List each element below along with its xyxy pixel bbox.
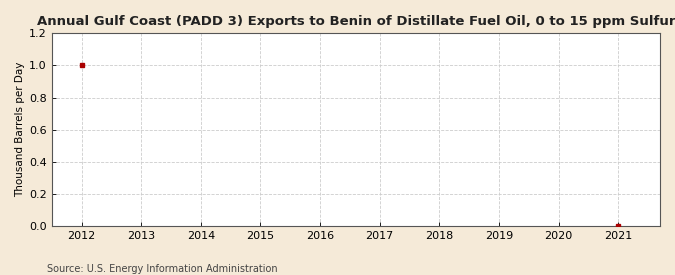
Text: Source: U.S. Energy Information Administration: Source: U.S. Energy Information Administ… <box>47 264 278 274</box>
Title: Annual Gulf Coast (PADD 3) Exports to Benin of Distillate Fuel Oil, 0 to 15 ppm : Annual Gulf Coast (PADD 3) Exports to Be… <box>36 15 675 28</box>
Y-axis label: Thousand Barrels per Day: Thousand Barrels per Day <box>15 62 25 197</box>
